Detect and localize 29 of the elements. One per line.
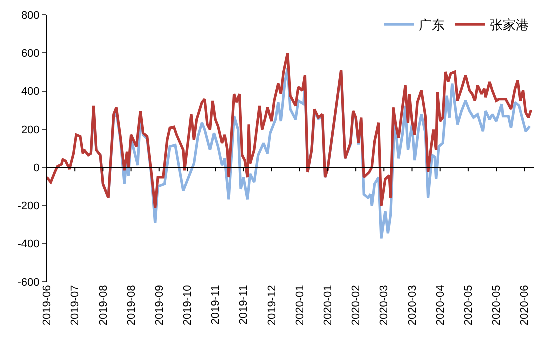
y-tick-label: 800 bbox=[21, 10, 40, 22]
y-tick-label: 0 bbox=[34, 162, 40, 174]
x-tick-label: 2019-11 bbox=[238, 285, 250, 325]
y-tick-label: 600 bbox=[21, 48, 40, 60]
x-tick-label: 2019-08 bbox=[98, 285, 110, 326]
x-tick-label: 2020-06 bbox=[519, 285, 532, 326]
x-tick-label: 2020-05 bbox=[491, 285, 504, 326]
x-tick-label: 2019-08 bbox=[126, 285, 138, 326]
y-tick-label: 400 bbox=[21, 86, 40, 98]
x-tick-label: 2020-03 bbox=[378, 285, 391, 326]
x-tick-label: 2020-01 bbox=[322, 285, 335, 326]
x-tick-label: 2019-06 bbox=[42, 285, 54, 326]
x-tick-label: 2019-12 bbox=[266, 285, 278, 326]
x-tick-label: 2019-11 bbox=[210, 285, 222, 325]
line-series bbox=[47, 52, 533, 210]
x-tick-label: 2019-09 bbox=[154, 285, 166, 326]
y-tick-label: 200 bbox=[21, 124, 40, 136]
x-tick-label: 2020-04 bbox=[434, 285, 447, 326]
y-tick-label: -200 bbox=[18, 200, 40, 213]
legend-label: 张家港 bbox=[490, 18, 529, 33]
x-tick-label: 2019-07 bbox=[70, 285, 82, 326]
x-tick-label: 2019-10 bbox=[182, 285, 194, 326]
x-tick-label: 2020-01 bbox=[294, 285, 306, 326]
y-tick-label: -400 bbox=[18, 238, 40, 251]
y-tick-label: -600 bbox=[18, 276, 40, 289]
x-tick-label: 2020-03 bbox=[406, 285, 419, 326]
legend-label: 广东 bbox=[419, 18, 445, 33]
x-tick-label: 2020-02 bbox=[350, 285, 363, 326]
x-tick-label: 2020-05 bbox=[463, 285, 476, 326]
